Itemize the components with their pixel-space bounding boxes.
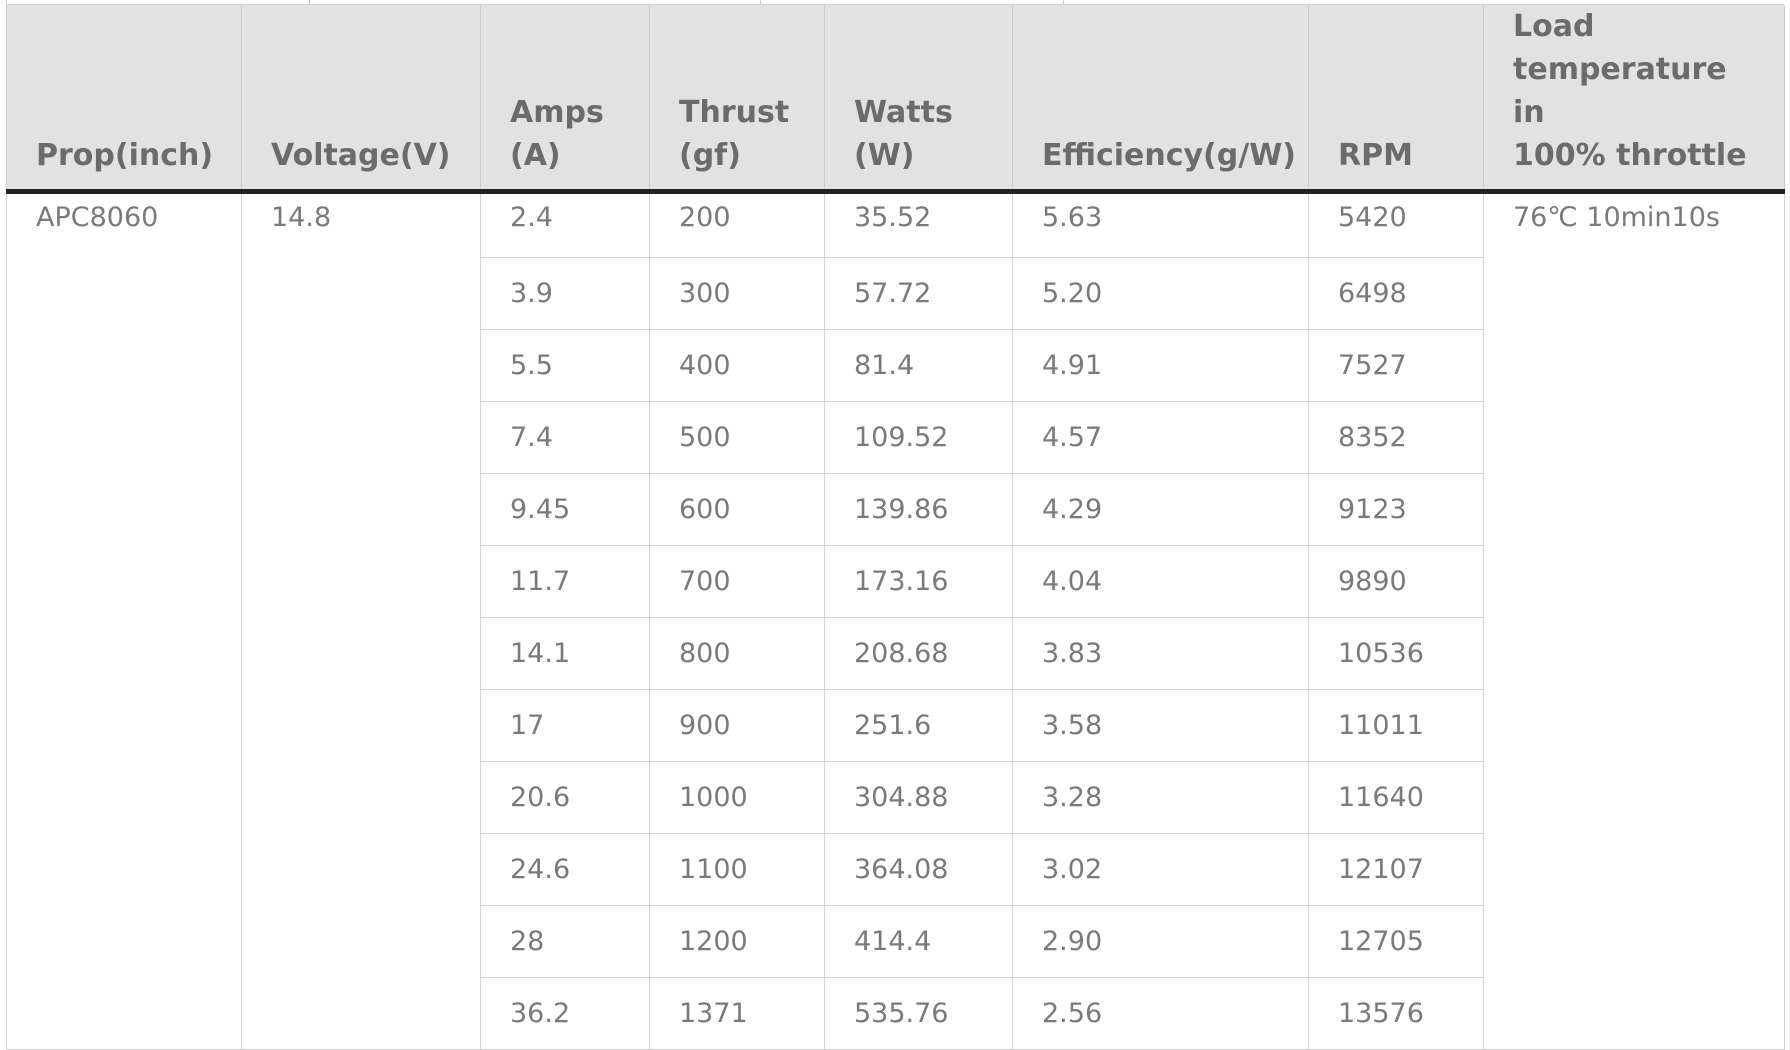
previous-table-divider (1063, 0, 1064, 5)
cell-rpm: 6498 (1308, 257, 1484, 330)
cell-amps: 20.6 (480, 761, 650, 834)
table-row: 20.6 1000 304.88 3.28 11640 (7, 761, 1785, 834)
table-row: 14.1 800 208.68 3.83 10536 (7, 617, 1785, 690)
table-row: 11.7 700 173.16 4.04 9890 (7, 545, 1785, 618)
cell-watts: 173.16 (824, 545, 1013, 618)
table-row: 24.6 1100 364.08 3.02 12107 (7, 833, 1785, 906)
cell-thrust: 600 (649, 473, 825, 546)
cell-thrust: 400 (649, 329, 825, 402)
cell-efficiency: 3.02 (1012, 833, 1309, 906)
cell-efficiency: 3.83 (1012, 617, 1309, 690)
cell-thrust: 500 (649, 401, 825, 474)
header-thrust: Thrust (gf) (649, 5, 825, 194)
cell-efficiency: 3.28 (1012, 761, 1309, 834)
cell-efficiency: 4.57 (1012, 401, 1309, 474)
cell-thrust: 900 (649, 689, 825, 762)
cell-efficiency: 4.29 (1012, 473, 1309, 546)
cell-efficiency: 4.91 (1012, 329, 1309, 402)
cell-thrust: 1100 (649, 833, 825, 906)
cell-thrust: 700 (649, 545, 825, 618)
table-row: APC8060 14.8 2.4 200 35.52 5.63 5420 76℃ 10min1… (6, 191, 1785, 1050)
cell-prop: APC8060 (6, 191, 242, 1050)
header-voltage: Voltage(V) (241, 5, 481, 194)
table-row: 5.5 400 81.4 4.91 7527 (7, 329, 1785, 402)
cell-watts: 251.6 (824, 689, 1013, 762)
cell-watts: 139.86 (824, 473, 1013, 546)
header-rpm: RPM (1308, 5, 1484, 194)
cell-thrust: 300 (649, 257, 825, 330)
cell-amps: 24.6 (480, 833, 650, 906)
cell-watts: 304.88 (824, 761, 1013, 834)
cell-watts: 364.08 (824, 833, 1013, 906)
table-row: 9.45 600 139.86 4.29 9123 (7, 473, 1785, 546)
header-amps: Amps (A) (480, 5, 650, 194)
cell-rpm: 11011 (1308, 689, 1484, 762)
cell-amps: 7.4 (480, 401, 650, 474)
header-load-temperature: Load temperature in 100% throttle (1483, 5, 1785, 194)
cell-rpm: 13576 (1308, 977, 1484, 1050)
cell-watts: 208.68 (824, 617, 1013, 690)
cell-efficiency: 5.63 (1012, 191, 1309, 258)
cell-thrust: 800 (649, 617, 825, 690)
cell-efficiency: 2.56 (1012, 977, 1309, 1050)
cell-amps: 5.5 (480, 329, 650, 402)
cell-amps: 17 (480, 689, 650, 762)
cell-rpm: 11640 (1308, 761, 1484, 834)
cell-watts: 57.72 (824, 257, 1013, 330)
cell-efficiency: 5.20 (1012, 257, 1309, 330)
table-row: 7.4 500 109.52 4.57 8352 (7, 401, 1785, 474)
cell-watts: 35.52 (824, 191, 1013, 258)
motor-test-table: Prop(inch) Voltage(V) Amps (A) Thrust (g… (6, 5, 1785, 1050)
header-efficiency: Efficiency(g/W) (1012, 5, 1309, 194)
cell-rpm: 5420 (1308, 191, 1484, 258)
table-row: 3.9 300 57.72 5.20 6498 (7, 257, 1785, 330)
cell-watts: 81.4 (824, 329, 1013, 402)
cell-efficiency: 2.90 (1012, 905, 1309, 978)
cell-rpm: 7527 (1308, 329, 1484, 402)
previous-table-divider (760, 0, 761, 5)
cell-thrust: 1371 (649, 977, 825, 1050)
cell-thrust: 1000 (649, 761, 825, 834)
cell-rpm: 12107 (1308, 833, 1484, 906)
cell-rpm: 10536 (1308, 617, 1484, 690)
cell-amps: 3.9 (480, 257, 650, 330)
header-watts: Watts (W) (824, 5, 1013, 194)
previous-table-divider (309, 0, 310, 5)
table-row: 17 900 251.6 3.58 11011 (7, 689, 1785, 762)
cell-amps: 11.7 (480, 545, 650, 618)
cell-amps: 2.4 (480, 191, 650, 258)
cell-thrust: 1200 (649, 905, 825, 978)
header-row: Prop(inch) Voltage(V) Amps (A) Thrust (g… (6, 5, 1785, 194)
cell-rpm: 9123 (1308, 473, 1484, 546)
cell-load-temperature: 76℃ 10min10s (1483, 191, 1785, 1050)
cell-watts: 109.52 (824, 401, 1013, 474)
table-row: 28 1200 414.4 2.90 12705 (7, 905, 1785, 978)
cell-rpm: 8352 (1308, 401, 1484, 474)
cell-amps: 36.2 (480, 977, 650, 1050)
cell-amps: 9.45 (480, 473, 650, 546)
cell-watts: 535.76 (824, 977, 1013, 1050)
cell-thrust: 200 (649, 191, 825, 258)
header-prop: Prop(inch) (6, 5, 242, 194)
cell-rpm: 12705 (1308, 905, 1484, 978)
previous-table-edge (6, 0, 1784, 5)
cell-watts: 414.4 (824, 905, 1013, 978)
cell-efficiency: 3.58 (1012, 689, 1309, 762)
cell-rpm: 9890 (1308, 545, 1484, 618)
cell-amps: 28 (480, 905, 650, 978)
cell-amps: 14.1 (480, 617, 650, 690)
cell-efficiency: 4.04 (1012, 545, 1309, 618)
cell-voltage: 14.8 (241, 191, 481, 1050)
